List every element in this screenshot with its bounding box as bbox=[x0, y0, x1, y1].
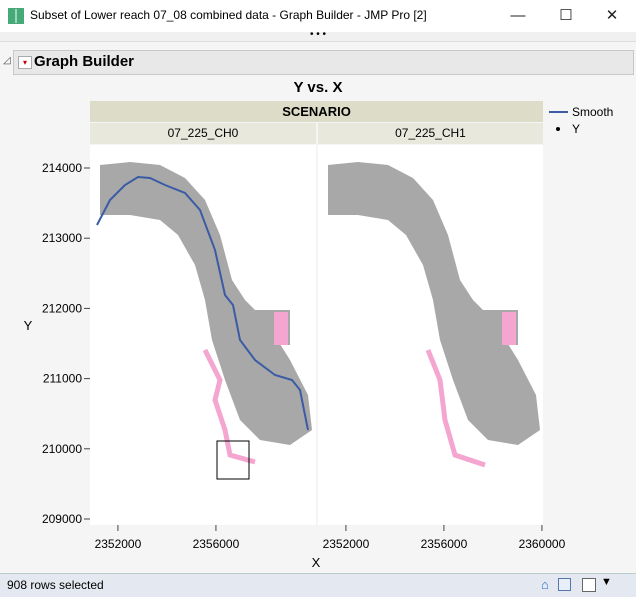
selected-points-block-ch1[interactable] bbox=[502, 312, 516, 345]
legend-smooth[interactable]: Smooth bbox=[572, 105, 613, 119]
status-text: 908 rows selected bbox=[7, 578, 104, 592]
y-tick-label: 210000 bbox=[42, 442, 82, 456]
y-tick-label: 214000 bbox=[42, 161, 82, 175]
selection-checkbox[interactable] bbox=[582, 578, 596, 592]
status-bar bbox=[0, 573, 636, 597]
x-tick-label: 2360000 bbox=[519, 537, 566, 551]
close-button[interactable]: ✕ bbox=[605, 7, 619, 24]
outline-header bbox=[13, 50, 634, 75]
window-title: Subset of Lower reach 07_08 combined dat… bbox=[30, 8, 427, 22]
jmp-app-icon bbox=[8, 8, 24, 24]
y-tick-label: 209000 bbox=[42, 512, 82, 526]
toolbar-expander[interactable]: • • • bbox=[0, 30, 636, 42]
selected-points-trail-ch1[interactable] bbox=[425, 349, 486, 468]
facet-label-ch0[interactable]: 07_225_CH0 bbox=[90, 123, 316, 144]
legend-y-marker bbox=[556, 127, 560, 131]
y-axis-label[interactable]: Y bbox=[24, 318, 33, 333]
x-tick-label: 2356000 bbox=[421, 537, 468, 551]
x-tick-label: 2352000 bbox=[323, 537, 370, 551]
x-axis-label[interactable]: X bbox=[312, 555, 321, 570]
smooth-line-ch0 bbox=[96, 175, 309, 431]
dropdown-arrow-icon[interactable]: ▼ bbox=[601, 576, 612, 588]
x-tick-label: 2352000 bbox=[95, 537, 142, 551]
y-tick-label: 212000 bbox=[42, 301, 82, 315]
data-table-icon[interactable] bbox=[558, 578, 571, 591]
outline-title: Graph Builder bbox=[34, 53, 135, 70]
minimize-button[interactable]: — bbox=[510, 7, 526, 24]
x-tick-label: 2356000 bbox=[193, 537, 240, 551]
selection-rectangle[interactable] bbox=[216, 440, 250, 480]
facet-label-ch1[interactable]: 07_225_CH1 bbox=[318, 123, 543, 144]
selected-points-block-ch0[interactable] bbox=[274, 312, 288, 345]
point-cloud-ch0[interactable] bbox=[100, 162, 312, 445]
selected-points-trail-ch0[interactable] bbox=[202, 348, 256, 465]
disclosure-icon[interactable]: ◿ bbox=[3, 55, 11, 66]
maximize-button[interactable]: ☐ bbox=[559, 7, 573, 24]
home-icon[interactable]: ⌂ bbox=[541, 577, 549, 592]
title-bar bbox=[0, 0, 636, 32]
legend-y[interactable]: Y bbox=[572, 122, 580, 136]
y-tick-label: 211000 bbox=[43, 372, 82, 386]
facet-title[interactable]: SCENARIO bbox=[90, 101, 543, 122]
graph-title[interactable]: Y vs. X bbox=[293, 79, 343, 96]
red-triangle-menu-icon[interactable]: ▾ bbox=[18, 56, 32, 69]
point-cloud-ch1[interactable] bbox=[328, 162, 540, 445]
y-tick-label: 213000 bbox=[42, 231, 82, 245]
